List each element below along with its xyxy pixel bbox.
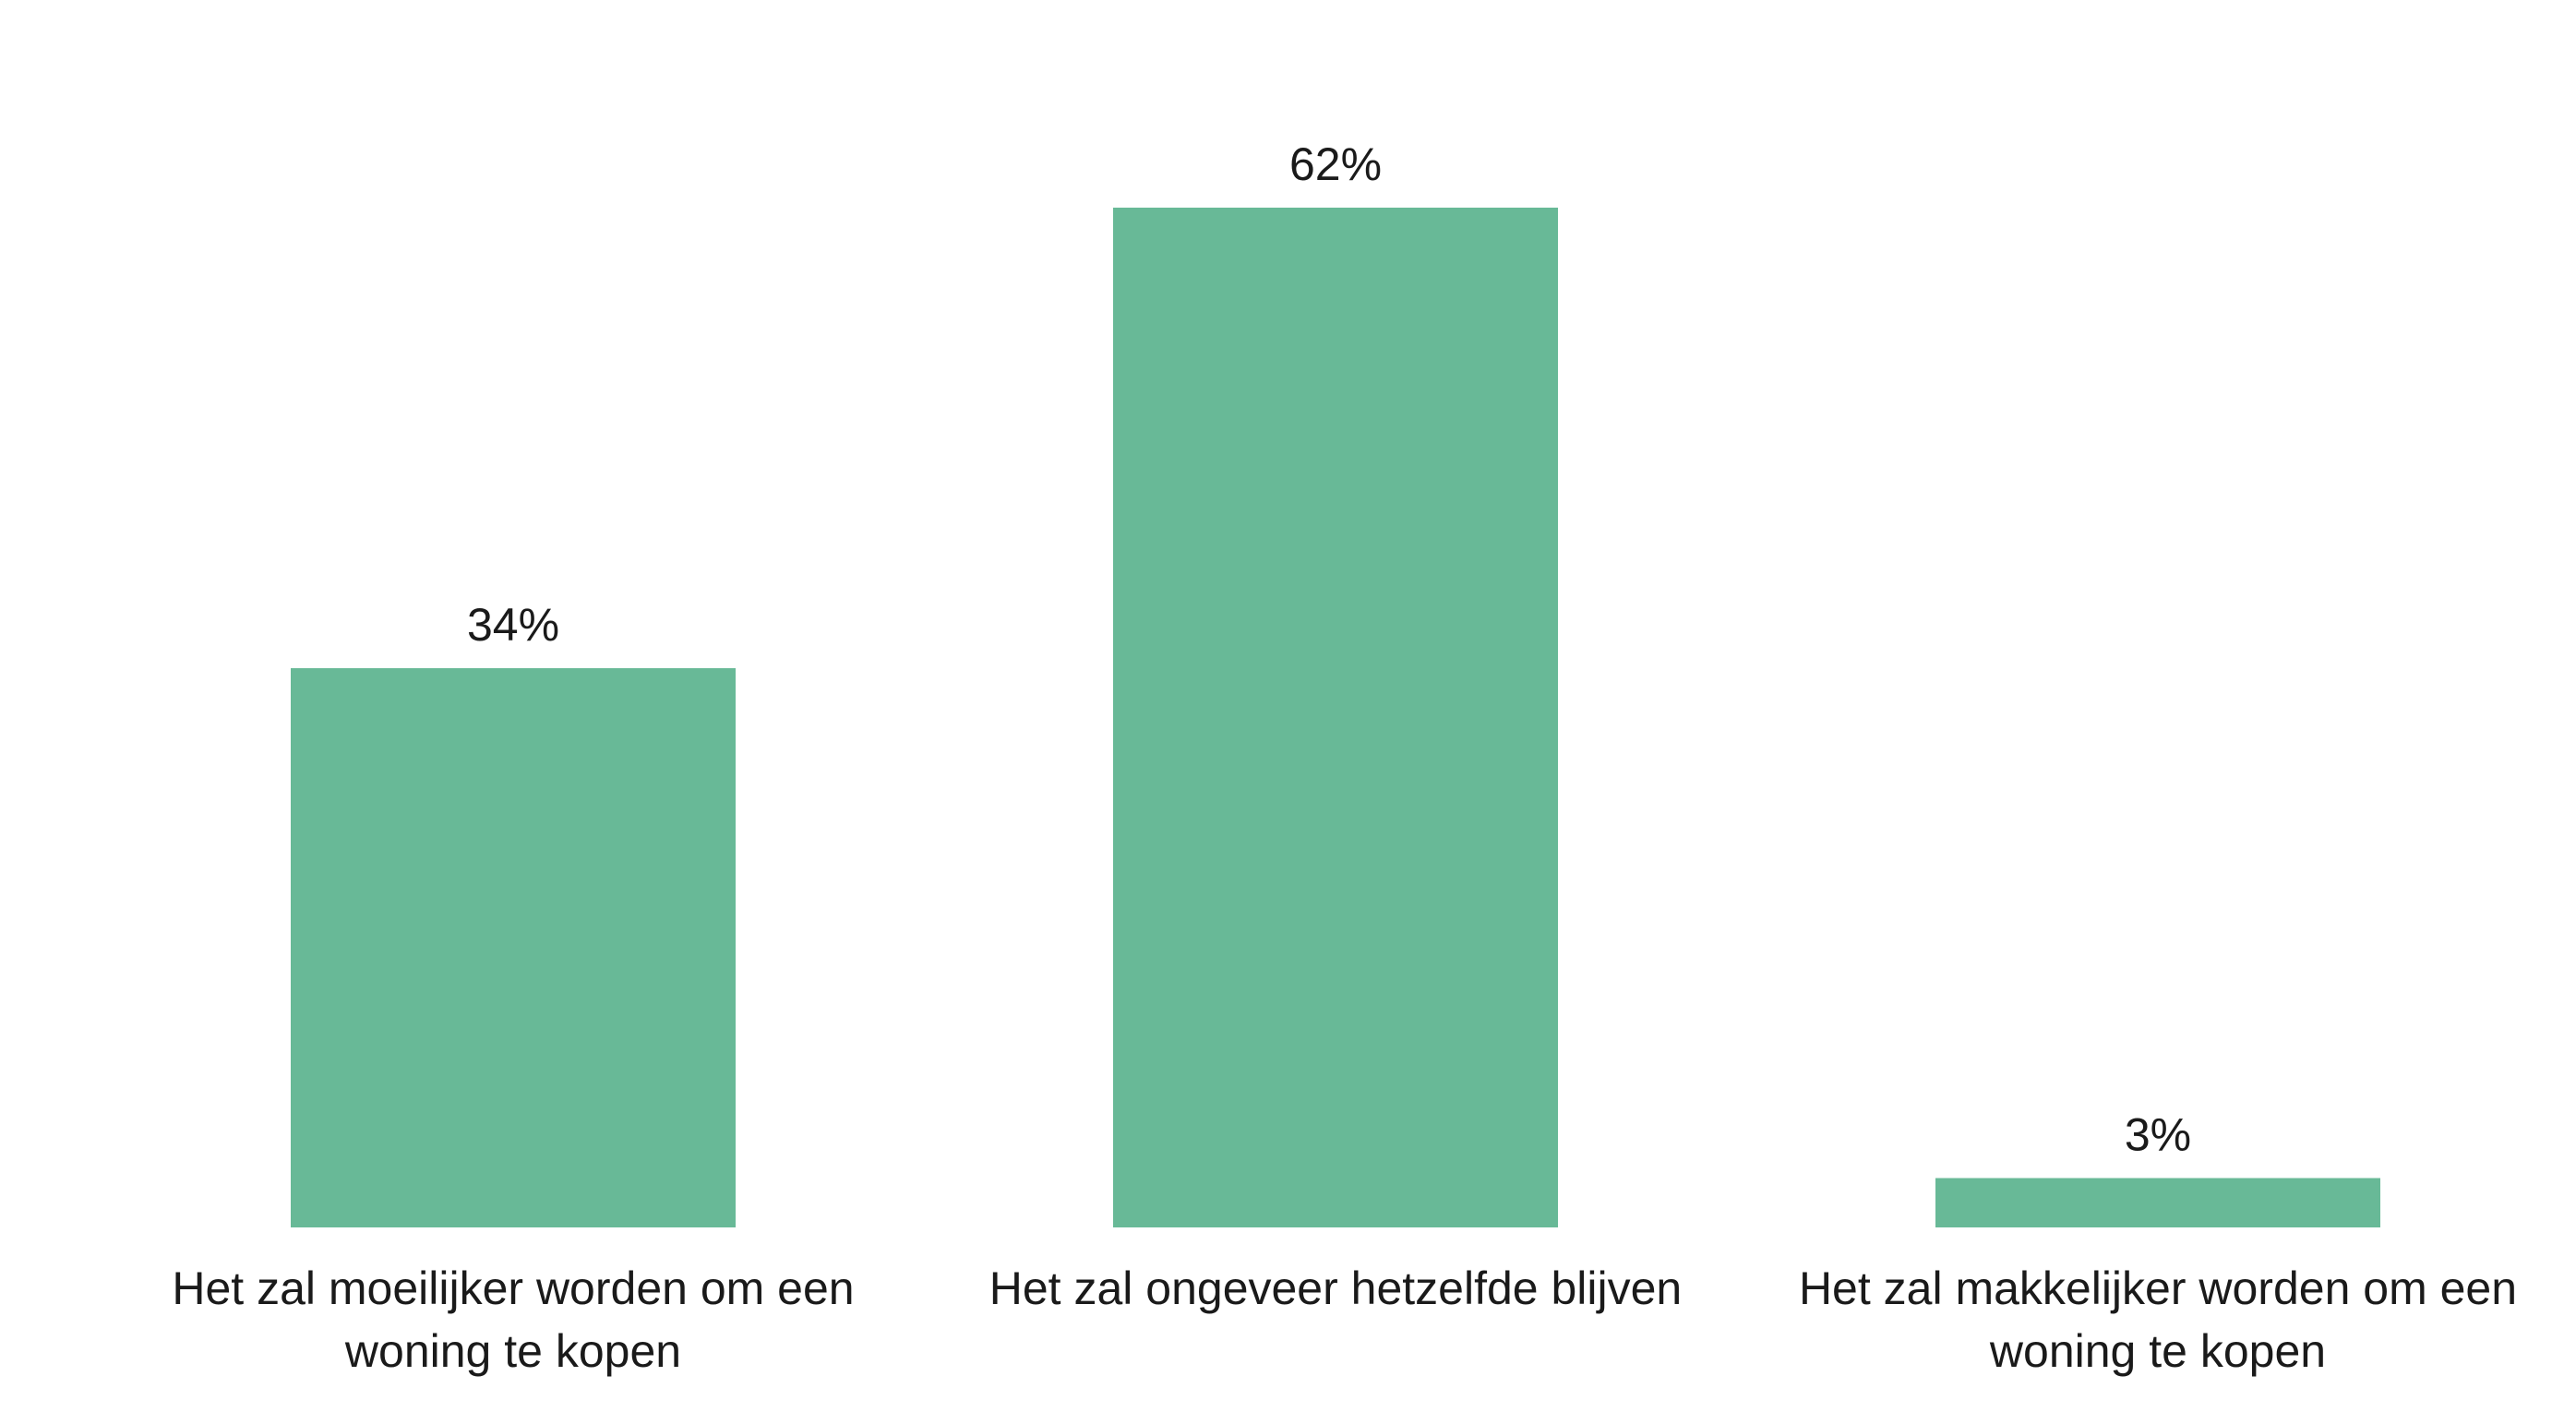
- category-label-3: Het zal makkelijker worden om een woning …: [1799, 1262, 2517, 1377]
- bar-value-label-2: 62%: [1289, 138, 1382, 190]
- category-label-line: woning te kopen: [1989, 1325, 2326, 1377]
- bar-1: [291, 668, 736, 1227]
- category-label-line: Het zal makkelijker worden om een: [1799, 1262, 2517, 1314]
- bar-value-label-1: 34%: [467, 599, 559, 651]
- category-label-line: Het zal moeilijker worden om een: [172, 1262, 854, 1314]
- category-label-line: woning te kopen: [344, 1325, 681, 1377]
- category-label-1: Het zal moeilijker worden om een woning t…: [172, 1262, 854, 1377]
- category-labels-group: Het zal moeilijker worden om een woning t…: [172, 1262, 2517, 1377]
- category-label-2: Het zal ongeveer hetzelfde blijven: [989, 1262, 1682, 1314]
- bars-group: [291, 208, 2380, 1227]
- bar-3: [1935, 1178, 2380, 1227]
- bar-value-label-3: 3%: [2125, 1109, 2191, 1161]
- bar-2: [1113, 208, 1558, 1227]
- category-label-line: Het zal ongeveer hetzelfde blijven: [989, 1262, 1682, 1314]
- value-labels-group: 34% 62% 3%: [467, 138, 2191, 1161]
